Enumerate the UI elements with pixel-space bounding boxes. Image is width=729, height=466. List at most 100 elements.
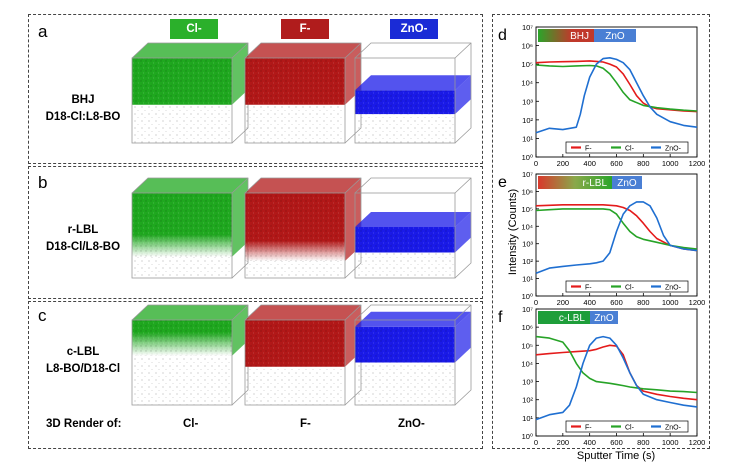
y-tick-label: 10¹ — [522, 414, 533, 423]
x-tick-label: 1000 — [662, 159, 679, 168]
banner-right — [590, 311, 618, 324]
y-tick-label: 10⁴ — [521, 359, 533, 368]
cube-texture — [132, 193, 232, 257]
cube-side-face — [232, 178, 248, 257]
row-label-c-lbl: c-LBL L8-BO/D18-Cl — [28, 344, 138, 378]
x-tick-label: 0 — [534, 438, 538, 447]
x-tick-label: 400 — [583, 298, 596, 307]
cube-top-face — [355, 311, 471, 327]
cube-edge — [231, 42, 249, 59]
cube-side-face — [455, 212, 471, 253]
render-cube-cl — [131, 304, 249, 406]
y-tick-label: 10⁷ — [522, 23, 533, 32]
header-zno-chip: ZnO- — [390, 19, 438, 39]
row-label-r-lbl: r-LBL D18-Cl/L8-BO — [28, 222, 138, 256]
axes-frame — [535, 26, 698, 158]
render-cube-f — [244, 42, 362, 144]
legend-label: F- — [585, 425, 592, 432]
cube-side-face — [455, 75, 471, 115]
render-cube-f — [244, 304, 362, 406]
cube-sparse-points — [246, 104, 344, 143]
legend-label: F- — [585, 285, 592, 292]
row-label-bhj: BHJ D18-Cl:L8-BO — [28, 92, 138, 126]
cube-sparse-points — [246, 366, 344, 405]
panel-label-e: e — [498, 174, 507, 191]
cube-top-face — [132, 43, 248, 58]
x-tick-label: 200 — [557, 298, 570, 307]
panel-label-c: c — [38, 306, 47, 325]
row-label-line2: L8-BO/D18-Cl — [45, 363, 121, 375]
x-tick-label: 0 — [534, 298, 538, 307]
y-tick-label: 10⁵ — [522, 341, 533, 350]
series-line-zno — [535, 57, 698, 134]
cube-texture — [245, 193, 345, 261]
y-tick-label: 10² — [522, 396, 533, 405]
footer-label-cl: Cl- — [183, 418, 199, 430]
render-cube-cl — [131, 177, 249, 279]
cube-edge — [231, 177, 249, 194]
cube-sparse-points — [356, 252, 454, 278]
cube-texture — [355, 90, 455, 115]
banner-label: ZnO — [617, 178, 637, 189]
x-axis-title: Sputter Time (s) — [577, 450, 655, 462]
panel-label-f: f — [498, 309, 503, 326]
x-tick-label: 600 — [610, 159, 623, 168]
x-tick-label: 200 — [557, 159, 570, 168]
legend-label: Cl- — [625, 146, 635, 153]
x-tick-label: 400 — [583, 438, 596, 447]
banner-left — [538, 311, 590, 324]
y-axis-title: Intensity (Counts) — [507, 189, 519, 275]
legend-box — [565, 141, 689, 154]
cube-top-face — [245, 178, 361, 193]
cube-top-face — [355, 75, 471, 91]
x-tick-label: 200 — [557, 438, 570, 447]
y-tick-label: 10⁰ — [522, 432, 533, 441]
series-line-f — [535, 204, 698, 252]
cube-sparse-points — [246, 261, 344, 278]
chart-panel-d: d 10⁰ 10¹ 10² 10³ 10⁴ 10⁵ 10⁶ 10⁷ 0 200 400 600 800 10… — [498, 23, 705, 168]
legend-label: ZnO- — [665, 285, 682, 292]
series-line-zno — [535, 335, 698, 421]
series-line-cl — [535, 335, 698, 394]
cube-edge — [344, 42, 362, 59]
panel-a-frame — [28, 14, 483, 164]
row-label-line1: r-LBL — [67, 224, 99, 236]
y-tick-label: 10³ — [522, 97, 533, 106]
y-tick-label: 10⁰ — [522, 292, 533, 301]
cube-top-face — [245, 305, 361, 320]
x-tick-label: 1200 — [689, 159, 706, 168]
cube-edge — [454, 177, 472, 194]
y-tick-label: 10¹ — [522, 134, 533, 143]
legend-label: Cl- — [625, 285, 635, 292]
cube-sparse-points — [133, 104, 231, 143]
cube-texture — [245, 58, 345, 105]
x-tick-label: 0 — [534, 159, 538, 168]
cube-edge — [231, 304, 249, 321]
series-line-cl — [535, 208, 698, 250]
render-cube-zno — [354, 177, 472, 279]
y-tick-label: 10⁴ — [521, 79, 533, 88]
panel-label-a: a — [38, 22, 48, 41]
footer-label-zno: ZnO- — [398, 418, 425, 430]
y-tick-label: 10⁶ — [522, 42, 533, 51]
header-f-chip: F- — [281, 19, 329, 39]
y-tick-label: 10³ — [522, 378, 533, 387]
panel-label-d: d — [498, 27, 507, 44]
footer-title: 3D Render of: — [46, 418, 122, 430]
x-tick-label: 800 — [637, 159, 650, 168]
banner-label: BHJ — [570, 31, 589, 42]
y-tick-label: 10² — [522, 116, 533, 125]
x-tick-label: 400 — [583, 159, 596, 168]
cube-side-face — [232, 43, 248, 105]
render-cube-cl — [131, 42, 249, 144]
axes-frame — [535, 173, 698, 297]
y-tick-label: 10¹ — [522, 275, 533, 284]
x-tick-label: 1200 — [689, 438, 706, 447]
chart-panel-f: f 10⁰ 10¹ 10² 10³ 10⁴ 10⁵ 10⁶ 10⁷ 0 200 400 600 800 10… — [498, 305, 705, 447]
cube-texture — [355, 326, 455, 363]
y-tick-label: 10⁴ — [521, 222, 533, 231]
cube-top-face — [132, 305, 248, 320]
panel-b-frame — [28, 166, 483, 299]
render-cube-zno — [354, 304, 472, 406]
y-tick-label: 10⁶ — [522, 323, 533, 332]
